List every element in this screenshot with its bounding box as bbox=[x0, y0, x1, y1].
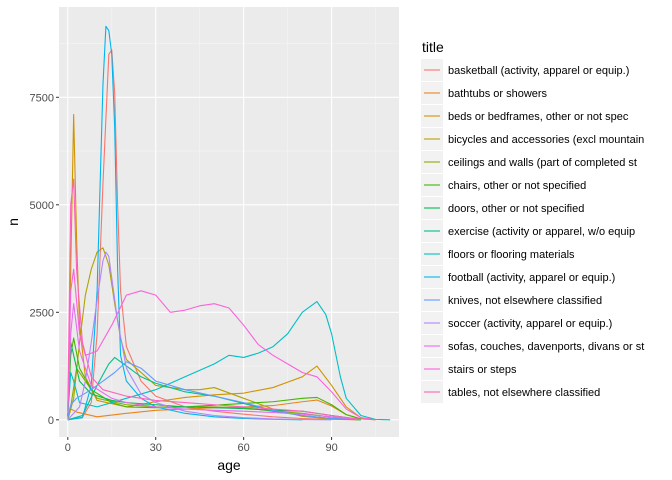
legend-label: basketball (activity, apparel or equip.) bbox=[448, 65, 629, 77]
legend-label: stairs or steps bbox=[448, 364, 517, 376]
legend-item: chairs, other or not specified bbox=[421, 174, 586, 196]
series-line-10 bbox=[67, 25, 303, 421]
legend-label: bicycles and accessories (excl mountain bbox=[448, 134, 644, 146]
y-tick-label: 5000 bbox=[30, 200, 54, 212]
legend-item: basketball (activity, apparel or equip.) bbox=[421, 59, 629, 81]
y-axis-ticks: 0 2500 5000 7500 bbox=[30, 92, 59, 427]
legend-label: sofas, couches, davenports, divans or st bbox=[448, 341, 644, 353]
x-tick-label: 30 bbox=[150, 442, 162, 454]
legend-item: knives, not elsewhere classified bbox=[421, 289, 602, 311]
legend-label: bathtubs or showers bbox=[448, 88, 548, 100]
x-tick-label: 0 bbox=[65, 442, 71, 454]
x-axis-ticks: 0 30 60 90 bbox=[65, 437, 338, 454]
legend-item: stairs or steps bbox=[421, 358, 517, 380]
series-line-13 bbox=[67, 303, 361, 421]
legend-item: exercise (activity or apparel, w/o equip bbox=[421, 220, 635, 242]
y-axis-title: n bbox=[5, 218, 21, 226]
legend-label: exercise (activity or apparel, w/o equip bbox=[448, 226, 635, 238]
legend-item: ceilings and walls (part of completed st bbox=[421, 151, 637, 173]
legend-title: title bbox=[422, 39, 444, 55]
series-line-12 bbox=[67, 251, 332, 421]
legend-item: soccer (activity, apparel or equip.) bbox=[421, 312, 612, 334]
y-tick-label: 2500 bbox=[30, 307, 54, 319]
legend-item: football (activity, apparel or equip.) bbox=[421, 266, 615, 288]
x-axis-title: age bbox=[217, 457, 241, 473]
series-lines bbox=[67, 25, 391, 421]
legend-item: tables, not elsewhere classified bbox=[421, 381, 600, 403]
legend-item: beds or bedframes, other or not spec bbox=[421, 105, 629, 127]
legend-item: sofas, couches, davenports, divans or st bbox=[421, 335, 644, 357]
legend-label: chairs, other or not specified bbox=[448, 180, 586, 192]
series-line-1 bbox=[67, 49, 361, 421]
legend-label: beds or bedframes, other or not spec bbox=[448, 111, 629, 123]
series-line-3 bbox=[67, 113, 376, 421]
x-tick-label: 90 bbox=[325, 442, 337, 454]
legend-label: soccer (activity, apparel or equip.) bbox=[448, 318, 612, 330]
legend-item: floors or flooring materials bbox=[421, 243, 575, 265]
series-line-4 bbox=[67, 247, 361, 421]
legend-label: ceilings and walls (part of completed st bbox=[448, 157, 637, 169]
plot-panel bbox=[59, 7, 399, 437]
legend-label: doors, other or not specified bbox=[448, 203, 584, 215]
legend-label: floors or flooring materials bbox=[448, 249, 575, 261]
legend-item: bicycles and accessories (excl mountain bbox=[421, 128, 644, 150]
legend-item: bathtubs or showers bbox=[421, 82, 548, 104]
legend-item: doors, other or not specified bbox=[421, 197, 584, 219]
legend-label: tables, not elsewhere classified bbox=[448, 387, 600, 399]
series-line-15 bbox=[67, 178, 361, 420]
series-line-9 bbox=[67, 301, 391, 421]
legend: basketball (activity, apparel or equip.)… bbox=[421, 59, 644, 403]
y-tick-label: 7500 bbox=[30, 92, 54, 104]
x-tick-label: 60 bbox=[238, 442, 250, 454]
y-tick-label: 0 bbox=[48, 415, 54, 427]
legend-label: football (activity, apparel or equip.) bbox=[448, 272, 615, 284]
legend-label: knives, not elsewhere classified bbox=[448, 295, 602, 307]
